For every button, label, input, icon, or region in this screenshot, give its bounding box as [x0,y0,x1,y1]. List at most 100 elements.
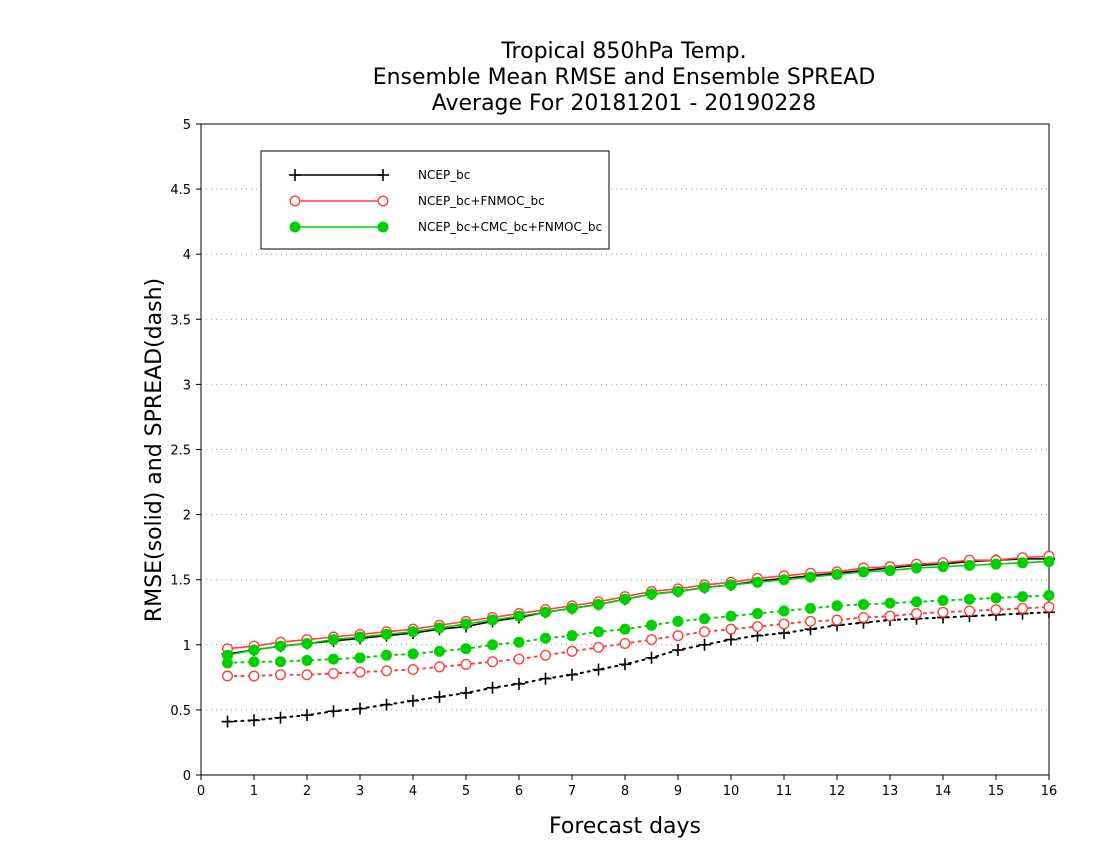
spread-point [460,643,472,655]
spread-point [593,641,605,653]
spread-point [619,637,631,649]
x-tick-label: 6 [515,784,523,799]
legend-marker-right [377,221,389,233]
spread-point [460,686,472,699]
x-tick-label: 14 [935,784,952,799]
chart-title: Tropical 850hPa Temp.Ensemble Mean RMSE … [373,39,876,116]
spread-point [513,677,525,690]
spread-point [513,653,525,665]
spread-point [911,608,923,620]
spread-point [301,709,313,722]
x-tick-label: 5 [462,784,470,799]
x-tick-label: 8 [621,784,629,799]
spread-point [486,681,499,694]
spread-point [645,651,658,664]
rmse-line [227,558,1049,655]
spread-point [540,649,552,661]
spread-point [778,618,790,630]
spread-point [593,626,604,638]
spread-point [248,714,260,727]
rmse-point [699,582,710,594]
y-tick-label: 4 [183,248,191,263]
spread-point [619,658,631,671]
x-tick-label: 3 [356,784,364,799]
spread-point [1043,589,1055,601]
rmse-point [248,644,260,656]
spread-point [539,672,552,685]
spread-point [858,598,869,610]
spread-point [672,630,684,642]
spread-point [937,606,949,618]
x-tick-label: 4 [409,784,417,799]
legend-label: NCEP_bc+FNMOC_bc [418,194,545,208]
spread-point [301,654,313,666]
spread-point [884,597,896,609]
spread-point [274,711,287,724]
rmse-point [672,585,684,597]
title-line-3: Average For 20181201 - 20190228 [432,91,817,116]
y-tick-label: 4.5 [170,183,191,198]
spread-point [566,668,578,681]
spread-point [805,602,816,614]
spread-point [487,639,498,651]
x-tick-label: 0 [197,784,205,799]
rmse-point [990,558,1002,570]
x-tick-label: 7 [568,784,576,799]
rmse-point [805,571,816,583]
spread-point [460,658,472,670]
rmse-point [884,565,896,577]
rmse-point [858,566,869,578]
spread-point [221,715,234,728]
spread-point [513,636,525,648]
spread-point [725,633,737,646]
y-tick-label: 2.5 [170,444,191,459]
x-tick-label: 1 [250,784,258,799]
legend-marker-left [289,169,301,181]
x-tick-label: 11 [776,784,793,799]
spread-line [226,594,1050,665]
spread-point [964,593,975,605]
spread-point [884,610,896,622]
rmse-point [513,610,525,622]
spread-point [434,645,445,657]
spread-point [752,621,764,633]
rmse-point [407,626,419,638]
spread-point [1043,601,1055,613]
spread-point [354,666,366,678]
y-tick-label: 5 [183,118,191,133]
spread-point [275,669,287,681]
spread-point [964,605,976,617]
legend: NCEP_bc NCEP_bc+FNMOC_bc NCEP_bc+CMC_bc+FN… [260,150,610,250]
spread-point [725,623,737,635]
spread-point [248,670,260,682]
spread-point [328,653,339,665]
spread-point [354,702,366,715]
rmse-point [964,559,975,571]
spread-point [698,638,711,651]
spread-point [778,605,790,617]
y-tick-label: 3 [183,378,191,393]
spread-point [248,656,260,668]
spread-point [434,661,446,673]
spread-point [805,615,817,627]
spread-point [328,667,340,679]
spread-point [619,623,631,635]
legend-marker-right [377,195,389,207]
spread-point [646,619,657,631]
rmse-point [434,622,445,634]
spread-point [831,614,843,626]
rmse-point [354,631,366,643]
rmse-point [911,562,922,574]
legend-box [260,150,610,250]
rmse-point [725,579,737,591]
spread-point [831,600,843,612]
rmse-point [460,618,472,630]
spread-point [566,630,578,642]
spread-point [990,604,1002,616]
y-tick-label: 0 [183,769,191,784]
legend-marker-left [289,221,301,233]
spread-point [354,652,366,664]
x-tick-label: 15 [988,784,1005,799]
legend-marker-left [289,195,301,207]
rmse-point [937,561,949,573]
